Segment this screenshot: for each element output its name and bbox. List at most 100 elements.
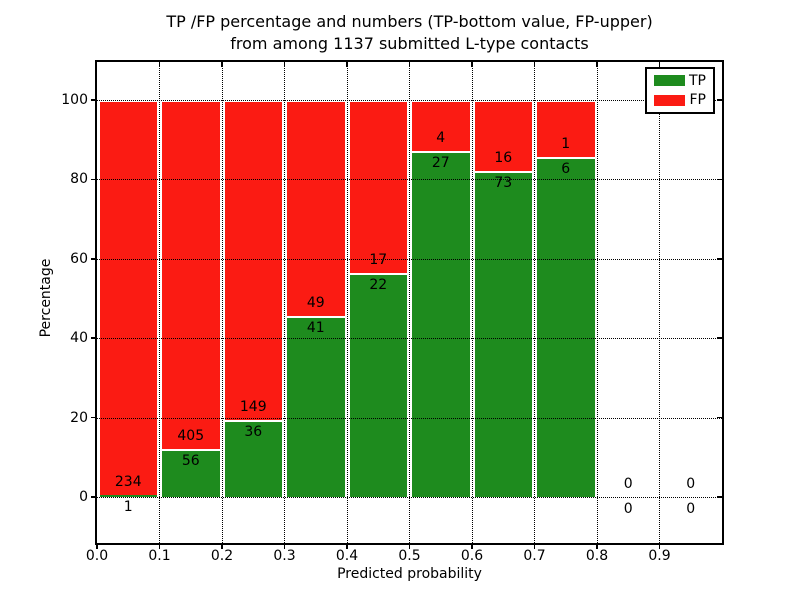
bar-tp-segment bbox=[160, 448, 222, 497]
bar-fp-segment bbox=[410, 100, 472, 152]
bar-tp-segment bbox=[535, 156, 597, 497]
x-tick-inside-top bbox=[533, 62, 536, 67]
fp-count-label: 4 bbox=[436, 130, 446, 147]
x-tick-mark bbox=[158, 544, 161, 549]
y-tick-label: 80 bbox=[70, 171, 88, 188]
fp-count-label: 234 bbox=[114, 474, 142, 490]
x-tick-mark bbox=[533, 544, 536, 549]
horizontal-gridline bbox=[97, 258, 722, 260]
fp-count-label: 49 bbox=[306, 295, 325, 312]
y-tick-mark bbox=[91, 99, 96, 101]
tp-legend-swatch bbox=[654, 75, 685, 87]
x-tick-mark bbox=[346, 544, 348, 549]
y-tick-mark bbox=[91, 258, 96, 260]
horizontal-gridline bbox=[97, 179, 722, 181]
vertical-gridline bbox=[159, 62, 160, 543]
tp-count-label: 56 bbox=[181, 452, 200, 469]
y-tick-mark bbox=[91, 337, 96, 339]
tp-count-label: 1 bbox=[123, 499, 133, 515]
y-tick-label: 0 bbox=[79, 489, 88, 505]
fp-count-label: 0 bbox=[623, 476, 633, 492]
fp-count-label: 405 bbox=[177, 427, 205, 444]
horizontal-gridline bbox=[97, 417, 722, 419]
bar-fp-segment bbox=[285, 100, 347, 317]
x-tick-label: 0.6 bbox=[460, 548, 484, 564]
horizontal-gridline bbox=[97, 497, 722, 498]
vertical-gridline bbox=[284, 62, 285, 543]
tp-count-label: 0 bbox=[623, 501, 633, 517]
bar-fp-segment bbox=[472, 100, 534, 172]
bar-fp-segment bbox=[160, 100, 222, 449]
bar-tp-segment bbox=[97, 495, 159, 497]
legend-row-fp: FP bbox=[647, 93, 713, 107]
vertical-gridline bbox=[221, 62, 223, 543]
x-tick-label: 0.0 bbox=[85, 548, 109, 564]
x-tick-label: 0.3 bbox=[273, 548, 296, 564]
y-tick-mark bbox=[91, 178, 96, 181]
tp-count-label: 0 bbox=[686, 501, 696, 517]
x-tick-inside-top bbox=[221, 62, 223, 67]
tp-count-label: 73 bbox=[494, 175, 513, 192]
legend-row-tp: TP bbox=[647, 74, 713, 88]
y-tick-label: 60 bbox=[70, 250, 88, 267]
x-axis-label: Predicted probability bbox=[337, 566, 482, 582]
bar-tp-segment bbox=[410, 151, 472, 497]
x-tick-inside-top bbox=[471, 62, 473, 67]
tp-count-label: 22 bbox=[369, 277, 388, 294]
x-tick-label: 0.8 bbox=[585, 548, 609, 564]
y-tick-label: 100 bbox=[61, 92, 88, 108]
x-tick-mark bbox=[596, 544, 598, 549]
bar-fp-segment bbox=[97, 100, 159, 495]
bar-tp-segment bbox=[285, 316, 347, 497]
y-tick-label: 20 bbox=[70, 409, 88, 426]
vertical-gridline bbox=[409, 62, 410, 543]
y-axis-label: Percentage bbox=[38, 258, 54, 338]
x-tick-label: 0.7 bbox=[523, 548, 546, 564]
bar-tp-segment bbox=[472, 171, 534, 497]
y-tick-mark bbox=[91, 496, 96, 498]
legend: TP FP bbox=[645, 67, 715, 114]
x-tick-inside-top bbox=[658, 62, 661, 67]
fp-count-label: 1 bbox=[561, 135, 571, 152]
tp-count-label: 6 bbox=[561, 160, 571, 177]
fp-count-label: 16 bbox=[494, 150, 513, 167]
x-tick-inside-top bbox=[283, 62, 286, 67]
x-tick-mark bbox=[96, 544, 98, 549]
fp-legend-swatch bbox=[654, 94, 685, 106]
vertical-gridline bbox=[534, 62, 535, 543]
tp-legend-label: TP bbox=[689, 72, 706, 89]
vertical-gridline bbox=[471, 62, 473, 543]
bar-fp-segment bbox=[222, 100, 284, 420]
x-tick-inside-top bbox=[346, 62, 348, 67]
fp-count-label: 149 bbox=[239, 398, 267, 415]
x-tick-label: 0.4 bbox=[335, 548, 359, 564]
fp-count-label: 17 bbox=[369, 252, 388, 269]
x-tick-inside-top bbox=[596, 62, 598, 67]
chart-title-line2: from among 1137 submitted L-type contact… bbox=[230, 34, 589, 53]
x-tick-mark bbox=[471, 544, 473, 549]
tp-count-label: 27 bbox=[431, 155, 450, 172]
x-tick-inside-top bbox=[408, 62, 411, 67]
chart-title-line1: TP /FP percentage and numbers (TP-bottom… bbox=[166, 12, 653, 31]
x-tick-inside-top bbox=[158, 62, 161, 67]
vertical-gridline bbox=[659, 62, 660, 543]
y-tick-mark bbox=[91, 416, 96, 419]
tp-count-label: 36 bbox=[244, 423, 263, 440]
fp-legend-label: FP bbox=[689, 92, 707, 109]
horizontal-gridline bbox=[97, 338, 722, 340]
x-tick-mark bbox=[221, 544, 223, 549]
plot-area: 234 1 405 56 149 36 49 41 17 22 4 27 16 73 1 6 0 0 0 0 bbox=[95, 60, 724, 545]
bar-tp-segment bbox=[222, 419, 284, 497]
y-tick-label: 40 bbox=[70, 330, 88, 347]
vertical-gridline bbox=[346, 62, 348, 543]
tp-count-label: 41 bbox=[306, 320, 325, 337]
x-tick-label: 0.1 bbox=[148, 548, 171, 564]
x-tick-mark bbox=[658, 544, 661, 549]
horizontal-gridline bbox=[97, 100, 722, 101]
fp-count-label: 0 bbox=[686, 476, 696, 492]
bar-tp-segment bbox=[347, 273, 409, 497]
x-tick-mark bbox=[408, 544, 411, 549]
bar-fp-segment bbox=[347, 100, 409, 274]
x-tick-label: 0.2 bbox=[210, 548, 234, 564]
